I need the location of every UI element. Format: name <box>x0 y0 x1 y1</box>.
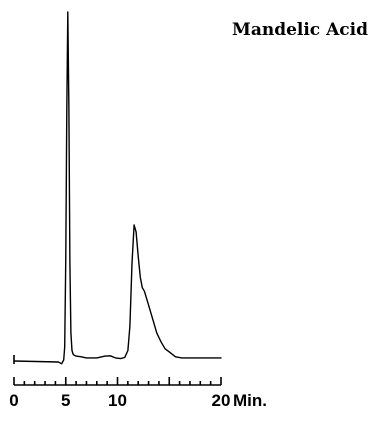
x-tick-label: 10 <box>108 391 127 410</box>
plot-area <box>13 11 222 365</box>
chart-title: Mandelic Acid <box>232 20 368 40</box>
x-axis: 0 5 10 20 Min. <box>9 377 267 410</box>
x-unit-label: Min. <box>233 391 267 410</box>
chromatogram-trace-0 <box>13 11 222 365</box>
x-tick-label: 20 <box>212 391 231 410</box>
x-tick-label: 0 <box>9 391 18 410</box>
x-tick-label: 5 <box>61 391 70 410</box>
